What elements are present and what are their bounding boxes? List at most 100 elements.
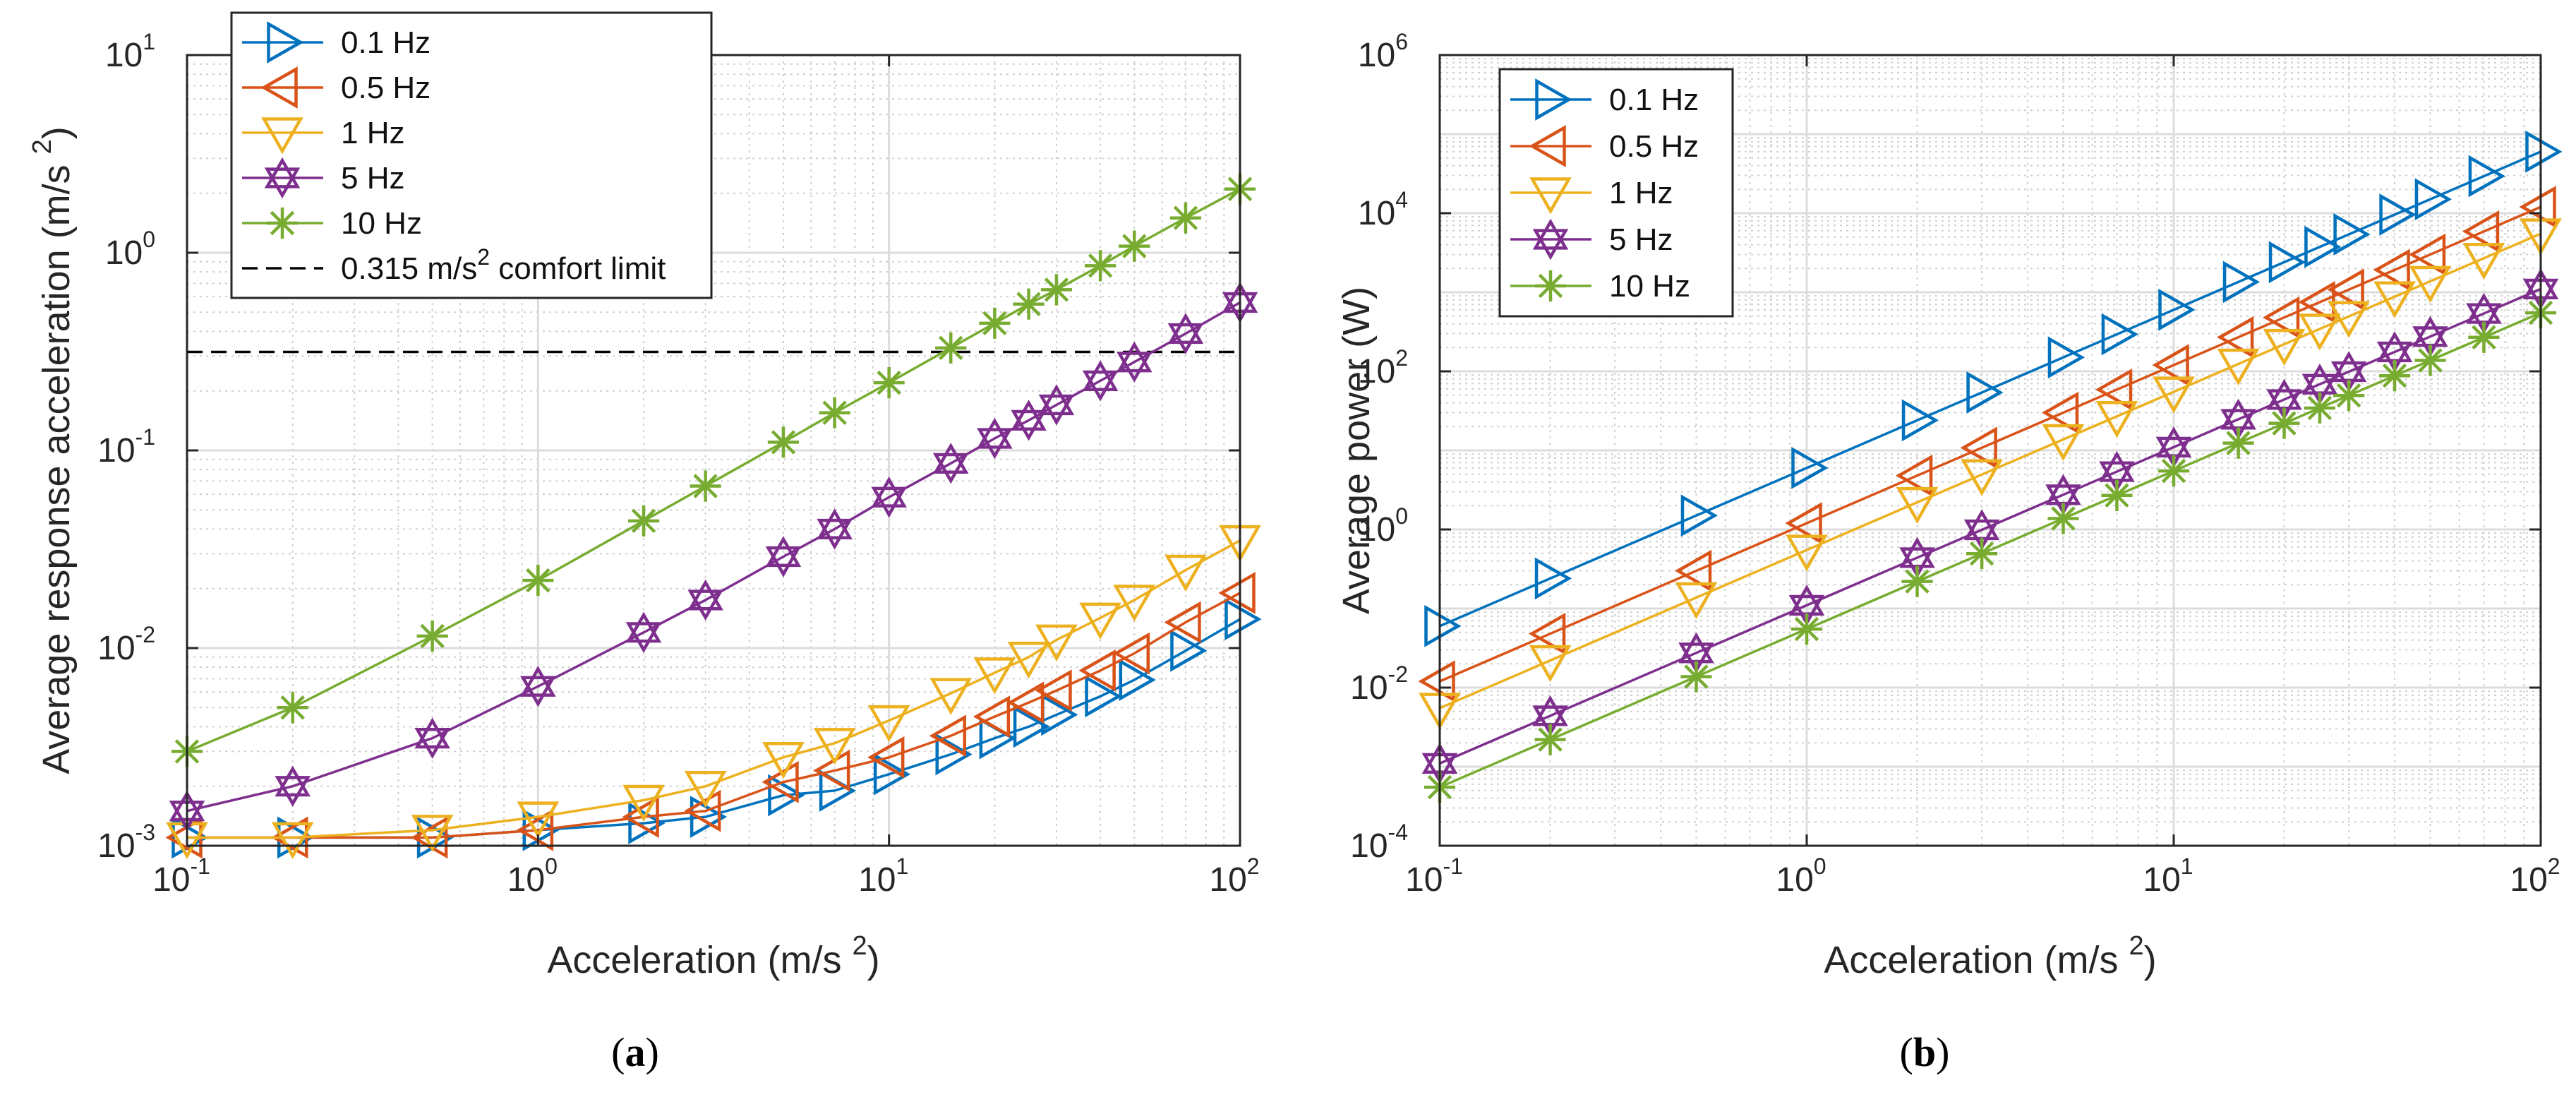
data-point — [2095, 401, 2138, 438]
data-point — [1007, 681, 1045, 724]
data-point — [1896, 454, 1933, 497]
data-point — [1011, 400, 1047, 431]
data-point — [1534, 724, 1566, 755]
data-point — [765, 536, 802, 568]
data-point-b — [1082, 370, 1119, 402]
data-point-b — [1038, 394, 1075, 426]
data-point — [516, 808, 554, 851]
data-point — [1167, 313, 1204, 345]
data-point — [867, 736, 905, 779]
series-line — [187, 592, 1241, 839]
data-point — [1082, 360, 1119, 391]
data-point — [2153, 376, 2195, 414]
data-point — [1085, 675, 1122, 718]
x-tick-label: 10-1 — [152, 854, 210, 899]
x-tick-label: 100 — [507, 854, 558, 899]
data-point — [277, 692, 308, 724]
legend-marker — [267, 21, 304, 64]
data-point — [1224, 598, 1262, 640]
data-point — [2409, 265, 2452, 304]
legend-b: 0.1 Hz 0.5 Hz 1 Hz 5 Hz 10 Hz — [1498, 68, 1734, 318]
legend-marker — [260, 66, 298, 109]
data-point — [275, 765, 311, 797]
data-point — [2217, 316, 2254, 359]
data-point — [2152, 344, 2189, 387]
data-point — [1901, 565, 1933, 597]
data-point — [414, 717, 450, 749]
data-point — [977, 417, 1013, 449]
panel-caption: (b) — [1900, 1029, 1950, 1075]
legend-marker — [266, 207, 299, 239]
y-tick-label: 10-3 — [97, 820, 155, 865]
series-0-5-hz — [165, 572, 1256, 859]
panel-caption: (a) — [611, 1029, 659, 1075]
x-axis-label: Acceleration (m/s 2) — [1824, 931, 2156, 981]
data-point-b — [275, 776, 311, 807]
data-point — [1040, 274, 1073, 306]
data-point — [2299, 313, 2341, 351]
data-point — [935, 332, 967, 364]
grid-b — [1438, 54, 2542, 847]
data-point — [932, 443, 969, 474]
legend-label: 5 Hz — [341, 161, 404, 196]
series-line — [186, 301, 1241, 813]
data-point — [2462, 210, 2500, 253]
legend-marker-b — [264, 167, 301, 199]
data-point — [1116, 341, 1152, 373]
series-10-hz — [1424, 297, 2557, 803]
data-point — [871, 477, 907, 508]
data-point — [622, 796, 659, 838]
data-point — [2525, 130, 2563, 173]
y-tick-label: 10-2 — [97, 622, 155, 667]
data-point — [1013, 288, 1045, 320]
series-1-hz — [1419, 218, 2562, 730]
legend-label: 1 Hz — [341, 116, 404, 150]
y-tick-label: 10-1 — [97, 424, 155, 469]
x-tick-label: 101 — [2143, 854, 2193, 899]
data-point — [1534, 557, 1572, 600]
data-point — [1079, 602, 1121, 640]
y-axis-label: Average response acceleration (m/s 2) — [28, 126, 78, 774]
data-point — [2268, 407, 2300, 439]
data-point — [1164, 554, 1207, 592]
data-point — [2373, 281, 2416, 318]
data-point — [2158, 288, 2196, 331]
legend-marker — [1529, 177, 1572, 215]
data-point — [517, 801, 560, 839]
data-point-b — [687, 589, 723, 621]
data-point — [929, 714, 966, 757]
data-point-b — [817, 518, 853, 550]
legend-marker-b — [1532, 229, 1569, 260]
data-point-b — [625, 622, 662, 654]
data-point — [767, 426, 800, 458]
legend-label: 0.315 m/s2 comfort limit — [341, 244, 666, 286]
y-tick-label: 10-2 — [1350, 661, 1408, 707]
series-0-5-hz — [1418, 186, 2556, 703]
legend-marker — [1532, 218, 1569, 250]
data-point — [1119, 230, 1150, 262]
data-point — [1164, 601, 1201, 644]
data-point — [1529, 645, 1572, 683]
data-point — [1961, 459, 2003, 496]
data-point — [2268, 241, 2306, 284]
data-point-b — [2301, 373, 2338, 405]
x-axis-label: Acceleration (m/s 2) — [547, 931, 879, 981]
legend-marker — [1534, 270, 1567, 302]
data-point — [1038, 384, 1075, 416]
data-point — [2263, 296, 2300, 339]
data-point-b — [2376, 341, 2413, 373]
data-point — [935, 733, 973, 776]
data-point — [1113, 585, 1156, 622]
series-1-hz — [166, 525, 1261, 859]
data-point — [2519, 186, 2556, 229]
data-point — [813, 728, 856, 765]
data-point — [817, 508, 853, 540]
data-point — [768, 774, 805, 817]
data-point — [973, 657, 1016, 695]
data-point — [2333, 380, 2365, 412]
data-point — [2333, 213, 2371, 256]
data-point-b — [1963, 519, 2000, 551]
data-point — [819, 397, 850, 429]
data-point — [1170, 629, 1208, 672]
